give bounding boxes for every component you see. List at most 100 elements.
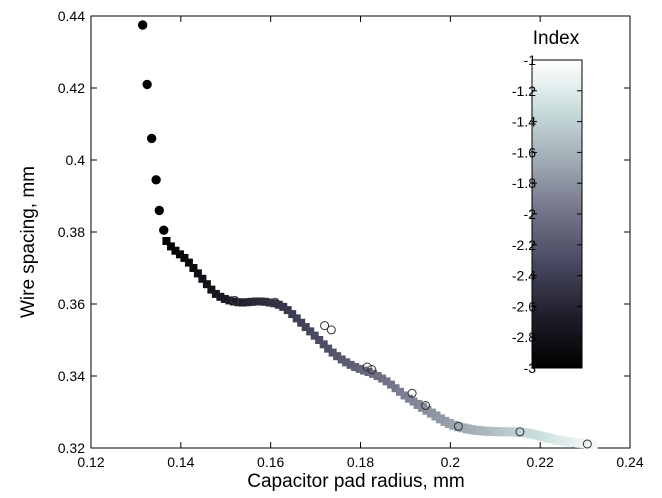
data-point-square [306,327,315,336]
x-tick-label: 0.14 [167,454,194,470]
data-point-square [315,336,324,344]
data-point-open [270,297,280,307]
data-point-square [189,264,198,272]
data-point-square [355,364,364,373]
data-point-square [588,439,598,449]
x-tick-label: 0.18 [347,454,374,470]
data-point-square [261,297,270,306]
y-tick-label: 0.34 [58,368,85,384]
data-point-open [230,295,240,305]
colorbar-tick-label: -2.4 [512,268,536,284]
data-point-open [367,365,377,375]
y-tick-label: 0.36 [58,296,85,312]
data-point-open [453,421,463,431]
colorbar-tick-label: -2.2 [512,237,536,253]
data-point-square [270,299,279,308]
data-point-square [405,394,414,403]
data-marks [137,20,598,449]
data-point [137,20,148,30]
data-point-square [382,377,391,386]
colorbar-tick-label: -2 [524,206,537,222]
data-point-square [238,298,247,307]
y-tick-label: 0.32 [58,440,85,456]
y-axis-label: Wire spacing, mm [18,166,39,318]
data-point-square [252,297,261,306]
x-axis-ticks: 0.12 0.14 0.16 0.18 0.2 0.22 0.24 [77,16,644,470]
data-point-open [407,388,417,398]
data-point [159,225,169,235]
data-point-square [378,374,387,383]
y-tick-label: 0.44 [58,8,85,24]
data-point-square [175,250,184,259]
data-point-square [279,302,288,311]
data-point-square [409,397,418,406]
data-point [146,133,157,144]
data-point [142,79,152,90]
data-point-square [337,355,346,364]
x-tick-label: 0.12 [77,454,104,470]
colorbar-tick-label: -1.4 [512,114,536,130]
colorbar-tick-label: -2.6 [512,298,536,314]
data-point-square [216,292,225,301]
data-point-square [225,296,234,305]
data-point-square [207,285,216,294]
y-tick-label: 0.38 [58,224,85,240]
colorbar-bar [531,59,583,369]
data-point-square [328,348,337,357]
x-tick-label: 0.22 [527,454,554,470]
data-point-square [256,297,265,306]
data-point-square [351,363,360,371]
x-axis-label: Capacitor pad radius, mm [247,471,465,492]
data-point-square [391,384,400,393]
data-point-square [342,358,351,367]
data-point-square [166,242,175,251]
x-tick-label: 0.16 [257,454,284,470]
data-point-square [360,366,369,375]
data-point-open [582,439,592,449]
data-point-square [220,294,229,303]
colorbar-tick-label: -1.2 [512,83,536,99]
colorbar-title: Index [533,28,580,49]
data-point-square [369,369,378,378]
data-point-open [362,362,372,372]
colorbar: Index -1 -1.2 -1.4 -1.6 -1.8 -2 -2.2 -2.4 -2.6 -2… [512,28,583,376]
y-tick-label: 0.42 [58,80,85,96]
data-point-square [301,323,310,332]
data-point-square [346,360,355,369]
x-tick-label: 0.24 [616,454,643,470]
data-point-square [297,318,306,327]
data-point-square [162,237,171,245]
colorbar-tick-label: -2.8 [512,329,536,345]
data-point-square [373,372,382,380]
data-point-square [324,344,333,353]
data-point-square [180,253,189,262]
y-tick-label: 0.4 [66,152,86,168]
colorbar-tick-label: -3 [524,360,537,376]
data-point-square [211,289,220,298]
data-point-square [265,298,274,307]
axes: 0.12 0.14 0.16 0.18 0.2 0.22 0.24 0.32 0.34 0.36… [58,8,644,470]
colorbar-tick-label: -1.6 [512,144,536,160]
data-point-open [320,321,330,331]
data-point-square [310,331,319,340]
data-point-square [319,340,328,349]
data-point-square [243,298,252,307]
data-point [154,205,164,216]
data-point [151,175,161,185]
data-point-square [387,380,396,389]
y-axis-ticks: 0.32 0.34 0.36 0.38 0.4 0.42 0.44 [58,8,630,456]
x-tick-label: 0.2 [441,454,461,470]
data-point-square [283,306,292,315]
data-point-square [193,269,202,278]
data-point-open [326,325,336,335]
data-point-open [421,401,431,411]
colorbar-ticks: -1 -1.2 -1.4 -1.6 -1.8 -2 -2.2 -2.4 -2.6 -2.8 -3 [512,52,582,376]
data-point-square [229,297,238,306]
data-point-square [400,391,409,400]
data-point-square [184,258,193,267]
colorbar-tick-label: -1 [524,52,537,68]
colorbar-tick-label: -1.8 [512,175,536,191]
data-point-square [247,297,256,306]
data-point-square [396,387,405,396]
